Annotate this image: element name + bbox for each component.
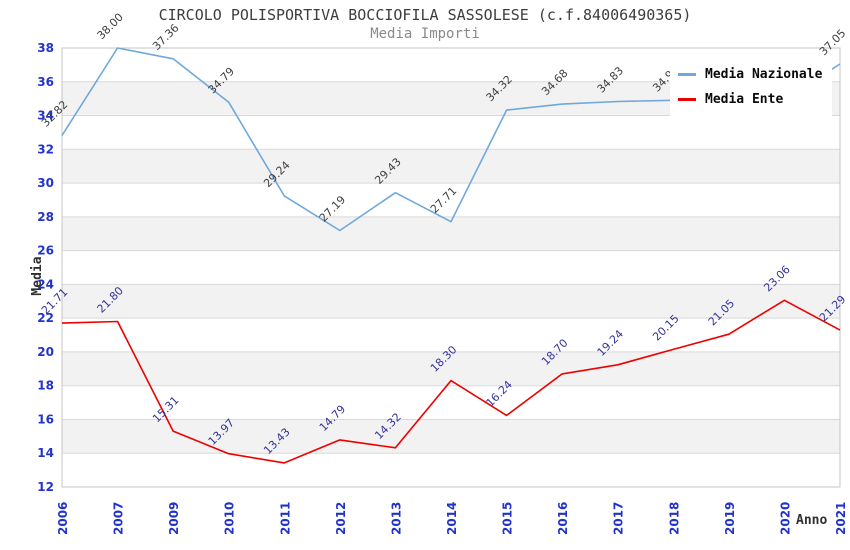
x-tick-label: 2010	[223, 502, 237, 535]
series-line-media-ente	[61, 299, 841, 464]
legend-label: Media Ente	[705, 92, 784, 107]
x-tick-label: 2009	[167, 502, 181, 535]
x-axis-title: Anno	[796, 513, 828, 528]
chart-subtitle: Media Importi	[370, 26, 480, 42]
x-tick-label: 2014	[445, 502, 459, 535]
legend-label: Media Nazionale	[705, 67, 823, 82]
x-tick-label: 2018	[667, 502, 681, 535]
y-tick-label: 28	[37, 210, 54, 224]
plot-band	[62, 250, 840, 285]
x-tick-label: 2011	[278, 502, 292, 535]
plot-band	[62, 385, 840, 420]
legend-line-swatch	[678, 73, 696, 76]
x-tick-label: 2017	[612, 502, 626, 535]
x-tick-label: 2019	[723, 502, 737, 535]
legend-item-media-nazionale[interactable]: Media Nazionale	[678, 62, 822, 87]
y-tick-label: 12	[37, 480, 54, 494]
y-tick-label: 20	[37, 345, 54, 359]
y-tick-label: 36	[37, 75, 54, 89]
plot-band	[62, 419, 840, 454]
plot-band	[62, 115, 840, 150]
y-tick-label: 34	[37, 109, 54, 123]
y-tick-label: 16	[37, 412, 54, 426]
plot-band	[62, 284, 840, 319]
y-tick-label: 18	[37, 379, 54, 393]
plot-border	[61, 47, 841, 488]
plot-band	[62, 149, 840, 184]
legend-line-swatch	[678, 98, 696, 101]
y-tick-label: 30	[37, 176, 54, 190]
x-tick-label: 2021	[834, 502, 848, 535]
x-tick-label: 2006	[56, 502, 70, 535]
legend-box: Media Nazionale Media Ente	[670, 57, 833, 119]
x-tick-label: 2015	[501, 502, 515, 535]
y-tick-label: 26	[37, 244, 54, 258]
y-tick-label: 38	[37, 41, 54, 55]
y-tick-label: 22	[37, 311, 54, 325]
plot-band	[62, 453, 840, 487]
x-tick-label: 2012	[334, 502, 348, 535]
point-label: 38.00	[95, 11, 126, 42]
plot-band	[62, 183, 840, 217]
x-tick-label: 2020	[778, 502, 792, 535]
y-axis-title: Media	[30, 256, 45, 296]
x-tick-label: 2016	[556, 502, 570, 535]
chart-title: CIRCOLO POLISPORTIVA BOCCIOFILA SASSOLES…	[158, 6, 692, 24]
x-tick-label: 2007	[112, 502, 126, 535]
y-tick-label: 32	[37, 142, 54, 156]
x-tick-label: 2013	[389, 502, 403, 535]
y-tick-label: 14	[37, 446, 54, 460]
y-tick-label: 24	[37, 277, 54, 291]
plot-band	[62, 318, 840, 352]
legend-item-media-ente[interactable]: Media Ente	[678, 87, 822, 112]
